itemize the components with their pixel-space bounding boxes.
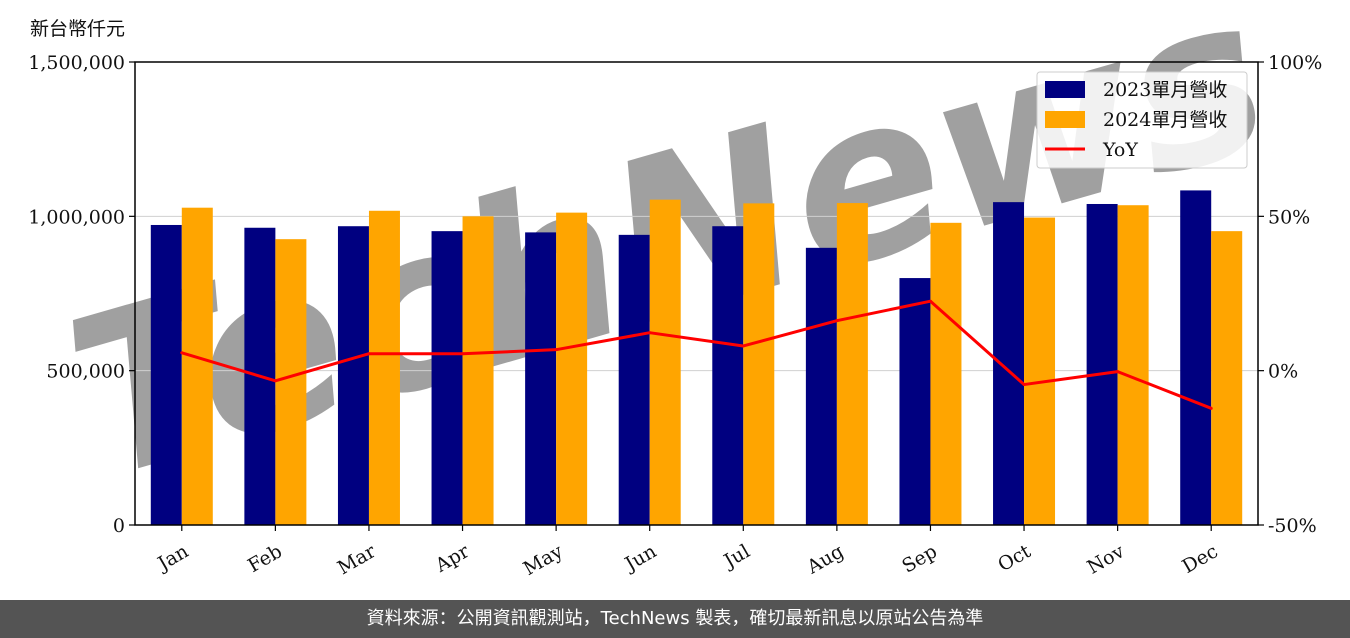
bar-2024-mar — [368, 210, 400, 525]
x-tick-label-mar: Mar — [334, 540, 380, 579]
right-tick-label: 100% — [1268, 52, 1322, 74]
yoy-line — [181, 299, 1212, 410]
yoy-point-sep — [928, 299, 932, 303]
bar-2024-jul — [743, 203, 775, 526]
left-tick-label: 1,500,000 — [28, 52, 125, 74]
bar-2024-sep — [930, 222, 962, 525]
yoy-point-feb — [273, 379, 277, 383]
yoy-point-may — [554, 348, 558, 352]
x-tick-label-may: May — [520, 540, 567, 580]
yoy-point-apr — [461, 352, 465, 356]
x-tick-label-feb: Feb — [244, 540, 286, 577]
yoy-point-nov — [1116, 370, 1120, 374]
bar-2023-jun — [618, 234, 650, 525]
bar-2024-feb — [275, 239, 307, 525]
bar-2024-may — [556, 212, 588, 525]
bar-2023-sep — [899, 278, 931, 525]
x-tick-label-apr: Apr — [431, 540, 474, 577]
bar-2024-dec — [1211, 231, 1243, 525]
right-tick-label: 0% — [1268, 361, 1298, 383]
bar-2023-dec — [1180, 190, 1212, 525]
legend-swatch — [1045, 81, 1085, 98]
bar-2023-nov — [1086, 203, 1118, 525]
x-tick-label-jun: Jun — [620, 540, 661, 576]
legend-box — [1036, 71, 1248, 169]
bar-2024-oct — [1024, 217, 1056, 525]
right-tick-label: 50% — [1268, 206, 1310, 228]
bar-2023-mar — [337, 226, 369, 525]
legend-swatch — [1045, 111, 1085, 128]
revenue-chart: TechNews 0500,0001,000,0001,500,000-50%0… — [28, 0, 1322, 580]
bar-2024-nov — [1117, 205, 1149, 526]
bar-2024-jan — [181, 207, 213, 525]
grid-lines — [135, 215, 1258, 372]
x-tick-label-jan: Jan — [153, 540, 193, 576]
plot-frame — [134, 61, 1259, 526]
bar-2023-apr — [431, 231, 463, 525]
source-footer: 資料來源：公開資訊觀測站，TechNews 製表，確切最新訊息以原站公告為準 — [0, 600, 1350, 638]
yoy-point-jan — [180, 351, 184, 355]
yoy-point-mar — [367, 352, 371, 356]
left-tick-label: 500,000 — [46, 361, 125, 383]
yoy-point-aug — [835, 319, 839, 323]
bar-2023-may — [525, 232, 557, 525]
chart-container: 新台幣仟元 TechNews 0500,0001,000,0001,500,00… — [28, 0, 1322, 580]
bar-2024-aug — [836, 203, 868, 525]
bar-2023-oct — [993, 202, 1025, 525]
right-tick-label: -50% — [1268, 515, 1317, 537]
x-tick-label-nov: Nov — [1084, 540, 1129, 579]
yoy-point-jul — [741, 344, 745, 348]
x-tick-label-sep: Sep — [898, 540, 941, 577]
yoy-point-jun — [648, 331, 652, 335]
bar-2024-jun — [649, 199, 681, 525]
x-tick-label-jul: Jul — [719, 540, 754, 573]
left-tick-label: 1,000,000 — [28, 206, 125, 228]
yoy-point-oct — [1022, 383, 1026, 387]
yoy-line-layer — [180, 299, 1213, 410]
bar-2023-jul — [712, 226, 744, 525]
yoy-point-dec — [1209, 406, 1213, 410]
legend-label: 2023單月營收 — [1103, 79, 1227, 101]
x-tick-label-dec: Dec — [1179, 540, 1222, 578]
legend: 2023單月營收 2024單月營收 YoY — [1036, 71, 1248, 169]
bar-2023-aug — [805, 247, 837, 526]
legend-label: 2024單月營收 — [1103, 109, 1227, 131]
legend-label: YoY — [1102, 139, 1138, 161]
x-tick-label-oct: Oct — [994, 540, 1035, 576]
unit-label: 新台幣仟元 — [30, 18, 126, 40]
x-tick-label-aug: Aug — [802, 540, 847, 579]
left-tick-label: 0 — [113, 515, 125, 537]
bar-2023-jan — [150, 224, 182, 525]
bar-2024-apr — [462, 216, 494, 526]
